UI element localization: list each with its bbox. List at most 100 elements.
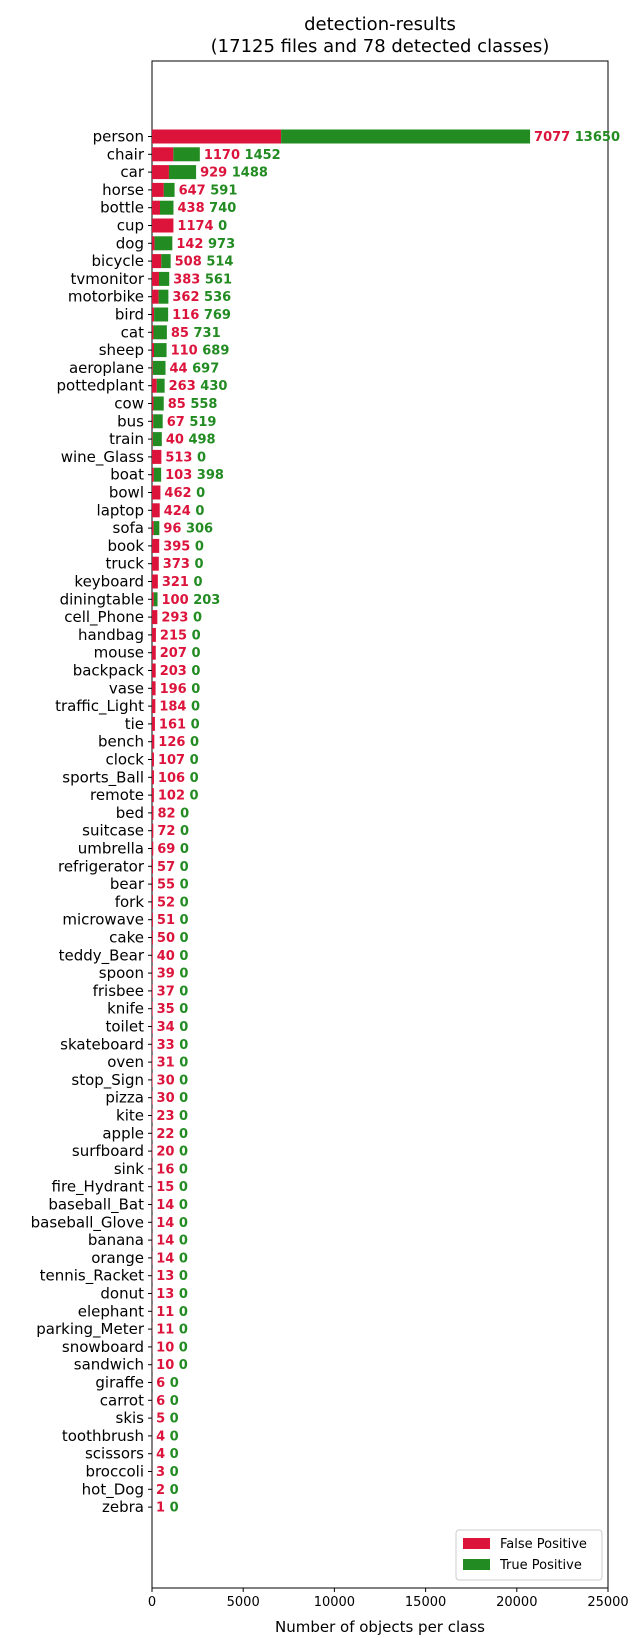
bar-false-positive <box>152 894 153 909</box>
bar-false-positive <box>152 1037 153 1052</box>
data-label: 30 0 <box>157 1073 189 1088</box>
data-label-false-positive: 142 <box>176 237 208 252</box>
y-tick-label: baseball_Bat <box>48 1196 144 1215</box>
data-label: 31 0 <box>157 1056 189 1071</box>
y-tick-label: surfboard <box>72 1142 144 1160</box>
data-label-false-positive: 424 <box>164 504 196 519</box>
bar-false-positive <box>152 1072 153 1087</box>
bars-layer <box>152 129 531 1515</box>
data-label-true-positive: 514 <box>206 255 233 270</box>
y-tick-label: scissors <box>85 1445 144 1463</box>
data-label: 11 0 <box>156 1305 188 1320</box>
data-label-false-positive: 11 <box>156 1323 179 1338</box>
y-tick-label: fork <box>115 893 145 911</box>
y-tick-label: bottle <box>100 199 144 217</box>
y-tick-label: elephant <box>78 1302 144 1320</box>
bar-false-positive <box>152 200 160 215</box>
bar-true-positive <box>154 236 173 251</box>
bar-false-positive <box>152 930 153 945</box>
data-label-false-positive: 50 <box>157 931 180 946</box>
data-label: 82 0 <box>157 806 189 821</box>
data-label-true-positive: 0 <box>179 1340 188 1355</box>
data-label: 196 0 <box>160 682 201 697</box>
y-tick-label: stop_Sign <box>71 1071 144 1090</box>
data-label: 126 0 <box>158 735 199 750</box>
data-label: 321 0 <box>162 575 203 590</box>
data-label-false-positive: 102 <box>158 789 190 804</box>
data-label: 513 0 <box>165 450 206 465</box>
data-label: 107 0 <box>158 753 199 768</box>
bar-false-positive <box>152 521 154 536</box>
data-label-false-positive: 5 <box>156 1412 170 1427</box>
bar-false-positive <box>152 538 160 553</box>
data-label-false-positive: 14 <box>156 1251 179 1266</box>
bar-false-positive <box>152 449 162 464</box>
data-label-false-positive: 929 <box>200 166 232 181</box>
data-label-true-positive: 0 <box>190 771 199 786</box>
x-axis-label: Number of objects per class <box>275 1618 485 1636</box>
data-label-false-positive: 1174 <box>177 219 218 234</box>
data-label-false-positive: 57 <box>157 860 180 875</box>
data-label: 424 0 <box>164 504 205 519</box>
y-tick-label: bear <box>110 875 145 893</box>
data-label-true-positive: 0 <box>179 1269 188 1284</box>
data-label-false-positive: 4 <box>156 1429 170 1444</box>
data-label: 395 0 <box>163 539 204 554</box>
y-tick-label: cell_Phone <box>64 608 144 627</box>
data-label-false-positive: 395 <box>163 539 195 554</box>
data-label-true-positive: 0 <box>191 682 200 697</box>
data-label: 40 498 <box>166 433 216 448</box>
data-label: 14 0 <box>156 1251 188 1266</box>
data-label-true-positive: 0 <box>194 575 203 590</box>
x-tick-label: 25000 <box>587 1595 628 1610</box>
bar-true-positive <box>159 200 174 215</box>
data-label: 20 0 <box>156 1145 188 1160</box>
data-label-false-positive: 22 <box>156 1127 179 1142</box>
y-tick-label: traffic_Light <box>55 697 144 716</box>
data-label-true-positive: 0 <box>180 931 189 946</box>
bar-false-positive <box>152 877 154 892</box>
data-label-false-positive: 30 <box>157 1091 180 1106</box>
y-tick-label: oven <box>107 1053 144 1071</box>
data-label-true-positive: 0 <box>180 895 189 910</box>
data-label: 2 0 <box>156 1483 179 1498</box>
x-tick-label: 15000 <box>405 1595 446 1610</box>
data-label-true-positive: 0 <box>170 1394 179 1409</box>
data-label: 462 0 <box>164 486 205 501</box>
bar-false-positive <box>152 1090 153 1105</box>
data-label: 1170 1452 <box>204 148 281 163</box>
data-label-false-positive: 30 <box>157 1073 180 1088</box>
data-label: 103 398 <box>165 468 224 483</box>
y-tick-label: sports_Ball <box>62 768 144 787</box>
data-label-true-positive: 0 <box>179 1145 188 1160</box>
legend-swatch-true-positive <box>463 1559 490 1570</box>
data-label: 14 0 <box>156 1234 188 1249</box>
data-label: 30 0 <box>157 1091 189 1106</box>
y-tick-label: frisbee <box>93 982 144 1000</box>
data-label-true-positive: 0 <box>180 860 189 875</box>
data-label-false-positive: 110 <box>171 344 203 359</box>
data-label-true-positive: 0 <box>170 1501 179 1516</box>
data-label: 51 0 <box>157 913 189 928</box>
bar-true-positive <box>153 414 163 429</box>
data-label-false-positive: 263 <box>169 379 201 394</box>
y-tick-label: skis <box>116 1409 145 1427</box>
data-label-false-positive: 513 <box>165 450 197 465</box>
data-label-false-positive: 161 <box>159 717 191 732</box>
data-label-false-positive: 10 <box>156 1358 179 1373</box>
bar-false-positive <box>152 663 156 678</box>
data-label: 40 0 <box>157 949 189 964</box>
bar-false-positive <box>152 788 154 803</box>
data-label-true-positive: 0 <box>179 1198 188 1213</box>
bar-false-positive <box>152 1019 153 1034</box>
data-label-true-positive: 0 <box>179 1234 188 1249</box>
y-tick-label: apple <box>102 1124 144 1142</box>
data-label-false-positive: 85 <box>168 397 191 412</box>
data-label-true-positive: 0 <box>179 1091 188 1106</box>
data-label-true-positive: 0 <box>180 842 189 857</box>
bar-false-positive <box>152 627 156 642</box>
y-tick-label: laptop <box>97 501 144 519</box>
bar-false-positive <box>152 236 155 251</box>
data-label-false-positive: 40 <box>166 433 189 448</box>
data-label: 203 0 <box>160 664 201 679</box>
